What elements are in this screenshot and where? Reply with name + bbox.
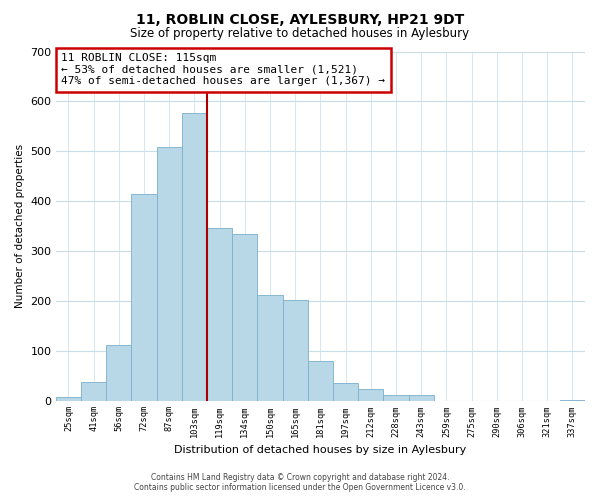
Text: 11, ROBLIN CLOSE, AYLESBURY, HP21 9DT: 11, ROBLIN CLOSE, AYLESBURY, HP21 9DT: [136, 12, 464, 26]
Bar: [560, 400, 585, 401]
Bar: [81, 382, 106, 401]
Bar: [333, 382, 358, 401]
Bar: [383, 395, 409, 401]
Bar: [207, 228, 232, 401]
Bar: [232, 234, 257, 401]
Bar: [358, 388, 383, 401]
Text: Contains HM Land Registry data © Crown copyright and database right 2024.
Contai: Contains HM Land Registry data © Crown c…: [134, 473, 466, 492]
Bar: [308, 361, 333, 401]
Bar: [131, 194, 157, 401]
Y-axis label: Number of detached properties: Number of detached properties: [15, 144, 25, 308]
Bar: [106, 344, 131, 401]
Bar: [283, 300, 308, 401]
Bar: [257, 295, 283, 401]
Text: 11 ROBLIN CLOSE: 115sqm
← 53% of detached houses are smaller (1,521)
47% of semi: 11 ROBLIN CLOSE: 115sqm ← 53% of detache…: [61, 53, 385, 86]
Text: Size of property relative to detached houses in Aylesbury: Size of property relative to detached ho…: [130, 28, 470, 40]
Bar: [157, 148, 182, 401]
X-axis label: Distribution of detached houses by size in Aylesbury: Distribution of detached houses by size …: [174, 445, 467, 455]
Bar: [409, 395, 434, 401]
Bar: [56, 397, 81, 401]
Bar: [182, 114, 207, 401]
